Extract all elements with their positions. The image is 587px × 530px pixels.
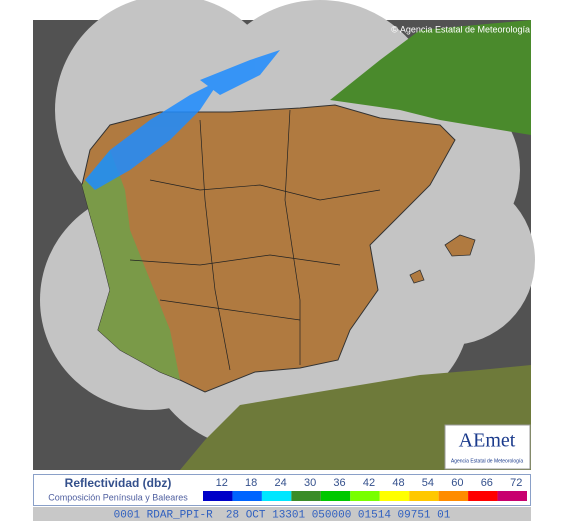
africa-land: [180, 365, 531, 470]
scale-swatch: [232, 491, 262, 501]
scale-label: 66: [481, 477, 493, 489]
scale-label: 42: [363, 477, 375, 489]
scale-label: 30: [304, 477, 316, 489]
scale-label: 12: [216, 477, 228, 489]
legend-subtitle: Composición Península y Baleares: [48, 492, 188, 502]
scale-swatch: [468, 491, 498, 501]
scale-swatch: [291, 491, 321, 501]
scale-label: 24: [275, 477, 287, 489]
legend-scale: 12 18 24 30 36 42 48 54 60 66 72: [203, 477, 527, 501]
logo-subtitle: Agencia Estatal de Meteorología: [451, 458, 523, 464]
scale-swatch: [261, 491, 292, 501]
scale-label: 60: [451, 477, 463, 489]
footer-bar: [33, 507, 531, 521]
legend-title: Reflectividad (dbz): [65, 476, 172, 490]
province-borders: [129, 109, 381, 371]
coastal-lowlands: [82, 150, 180, 380]
scale-swatch: [409, 491, 439, 501]
scale-swatch: [438, 491, 469, 501]
scale-label: 72: [510, 477, 522, 489]
france-land: [330, 20, 531, 135]
scale-label: 48: [392, 477, 404, 489]
scale-swatch: [320, 491, 351, 501]
scale-label: 36: [333, 477, 345, 489]
scale-swatch: [379, 491, 410, 501]
scale-label: 18: [245, 477, 257, 489]
scale-label: 54: [422, 477, 434, 489]
precipitation-echoes: [85, 50, 280, 190]
logo-box: [444, 424, 531, 470]
scale-swatch: [497, 491, 527, 501]
copyright: © Agencia Estatal de Meteorología: [391, 24, 530, 34]
scale-swatch: [350, 491, 380, 501]
logo-name: AEmet: [459, 430, 516, 452]
balearic-islands: [409, 234, 476, 284]
scale-swatch: [203, 491, 233, 501]
footer-code: 0001 RDAR_PPI-R 28 OCT 13301 050000 0151…: [114, 509, 451, 521]
